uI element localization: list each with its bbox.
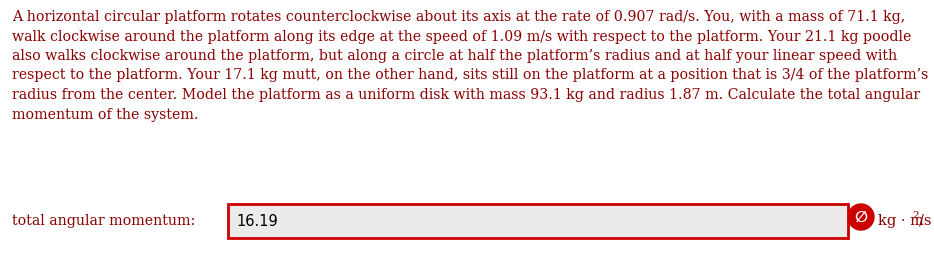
Text: A horizontal circular platform rotates counterclockwise about its axis at the ra: A horizontal circular platform rotates c… [12,10,928,121]
Text: /s: /s [919,214,931,228]
Text: total angular momentum:: total angular momentum: [12,214,195,228]
Text: kg · m: kg · m [878,214,924,228]
Text: 16.19: 16.19 [236,214,277,229]
Text: 2: 2 [912,211,919,221]
Circle shape [848,204,874,230]
FancyBboxPatch shape [228,204,848,238]
Text: ∅: ∅ [855,209,868,224]
